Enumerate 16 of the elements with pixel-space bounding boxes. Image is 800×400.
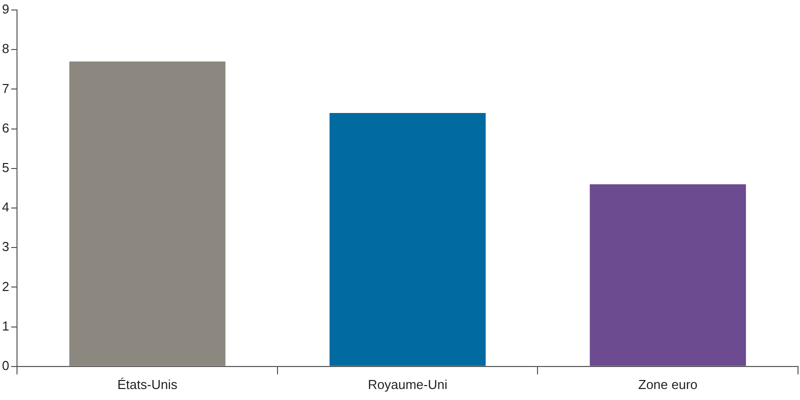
y-tick-label: 9 xyxy=(2,2,10,17)
bar xyxy=(330,112,486,366)
y-tick-label: 7 xyxy=(2,80,10,96)
y-tick-label: 0 xyxy=(2,358,10,373)
bar xyxy=(590,184,746,366)
y-tick-label: 5 xyxy=(2,160,10,175)
y-tick-label: 3 xyxy=(2,239,10,254)
x-tick-label: Zone euro xyxy=(638,376,698,392)
x-tick-label: Royaume-Uni xyxy=(368,376,448,392)
y-tick-label: 1 xyxy=(2,318,10,334)
y-tick-label: 2 xyxy=(2,278,10,294)
bar xyxy=(69,61,226,366)
y-tick-label: 4 xyxy=(2,200,10,215)
y-tick-label: 8 xyxy=(2,41,10,56)
x-tick-label: États-Unis xyxy=(117,376,178,392)
y-tick-label: 6 xyxy=(2,120,10,136)
